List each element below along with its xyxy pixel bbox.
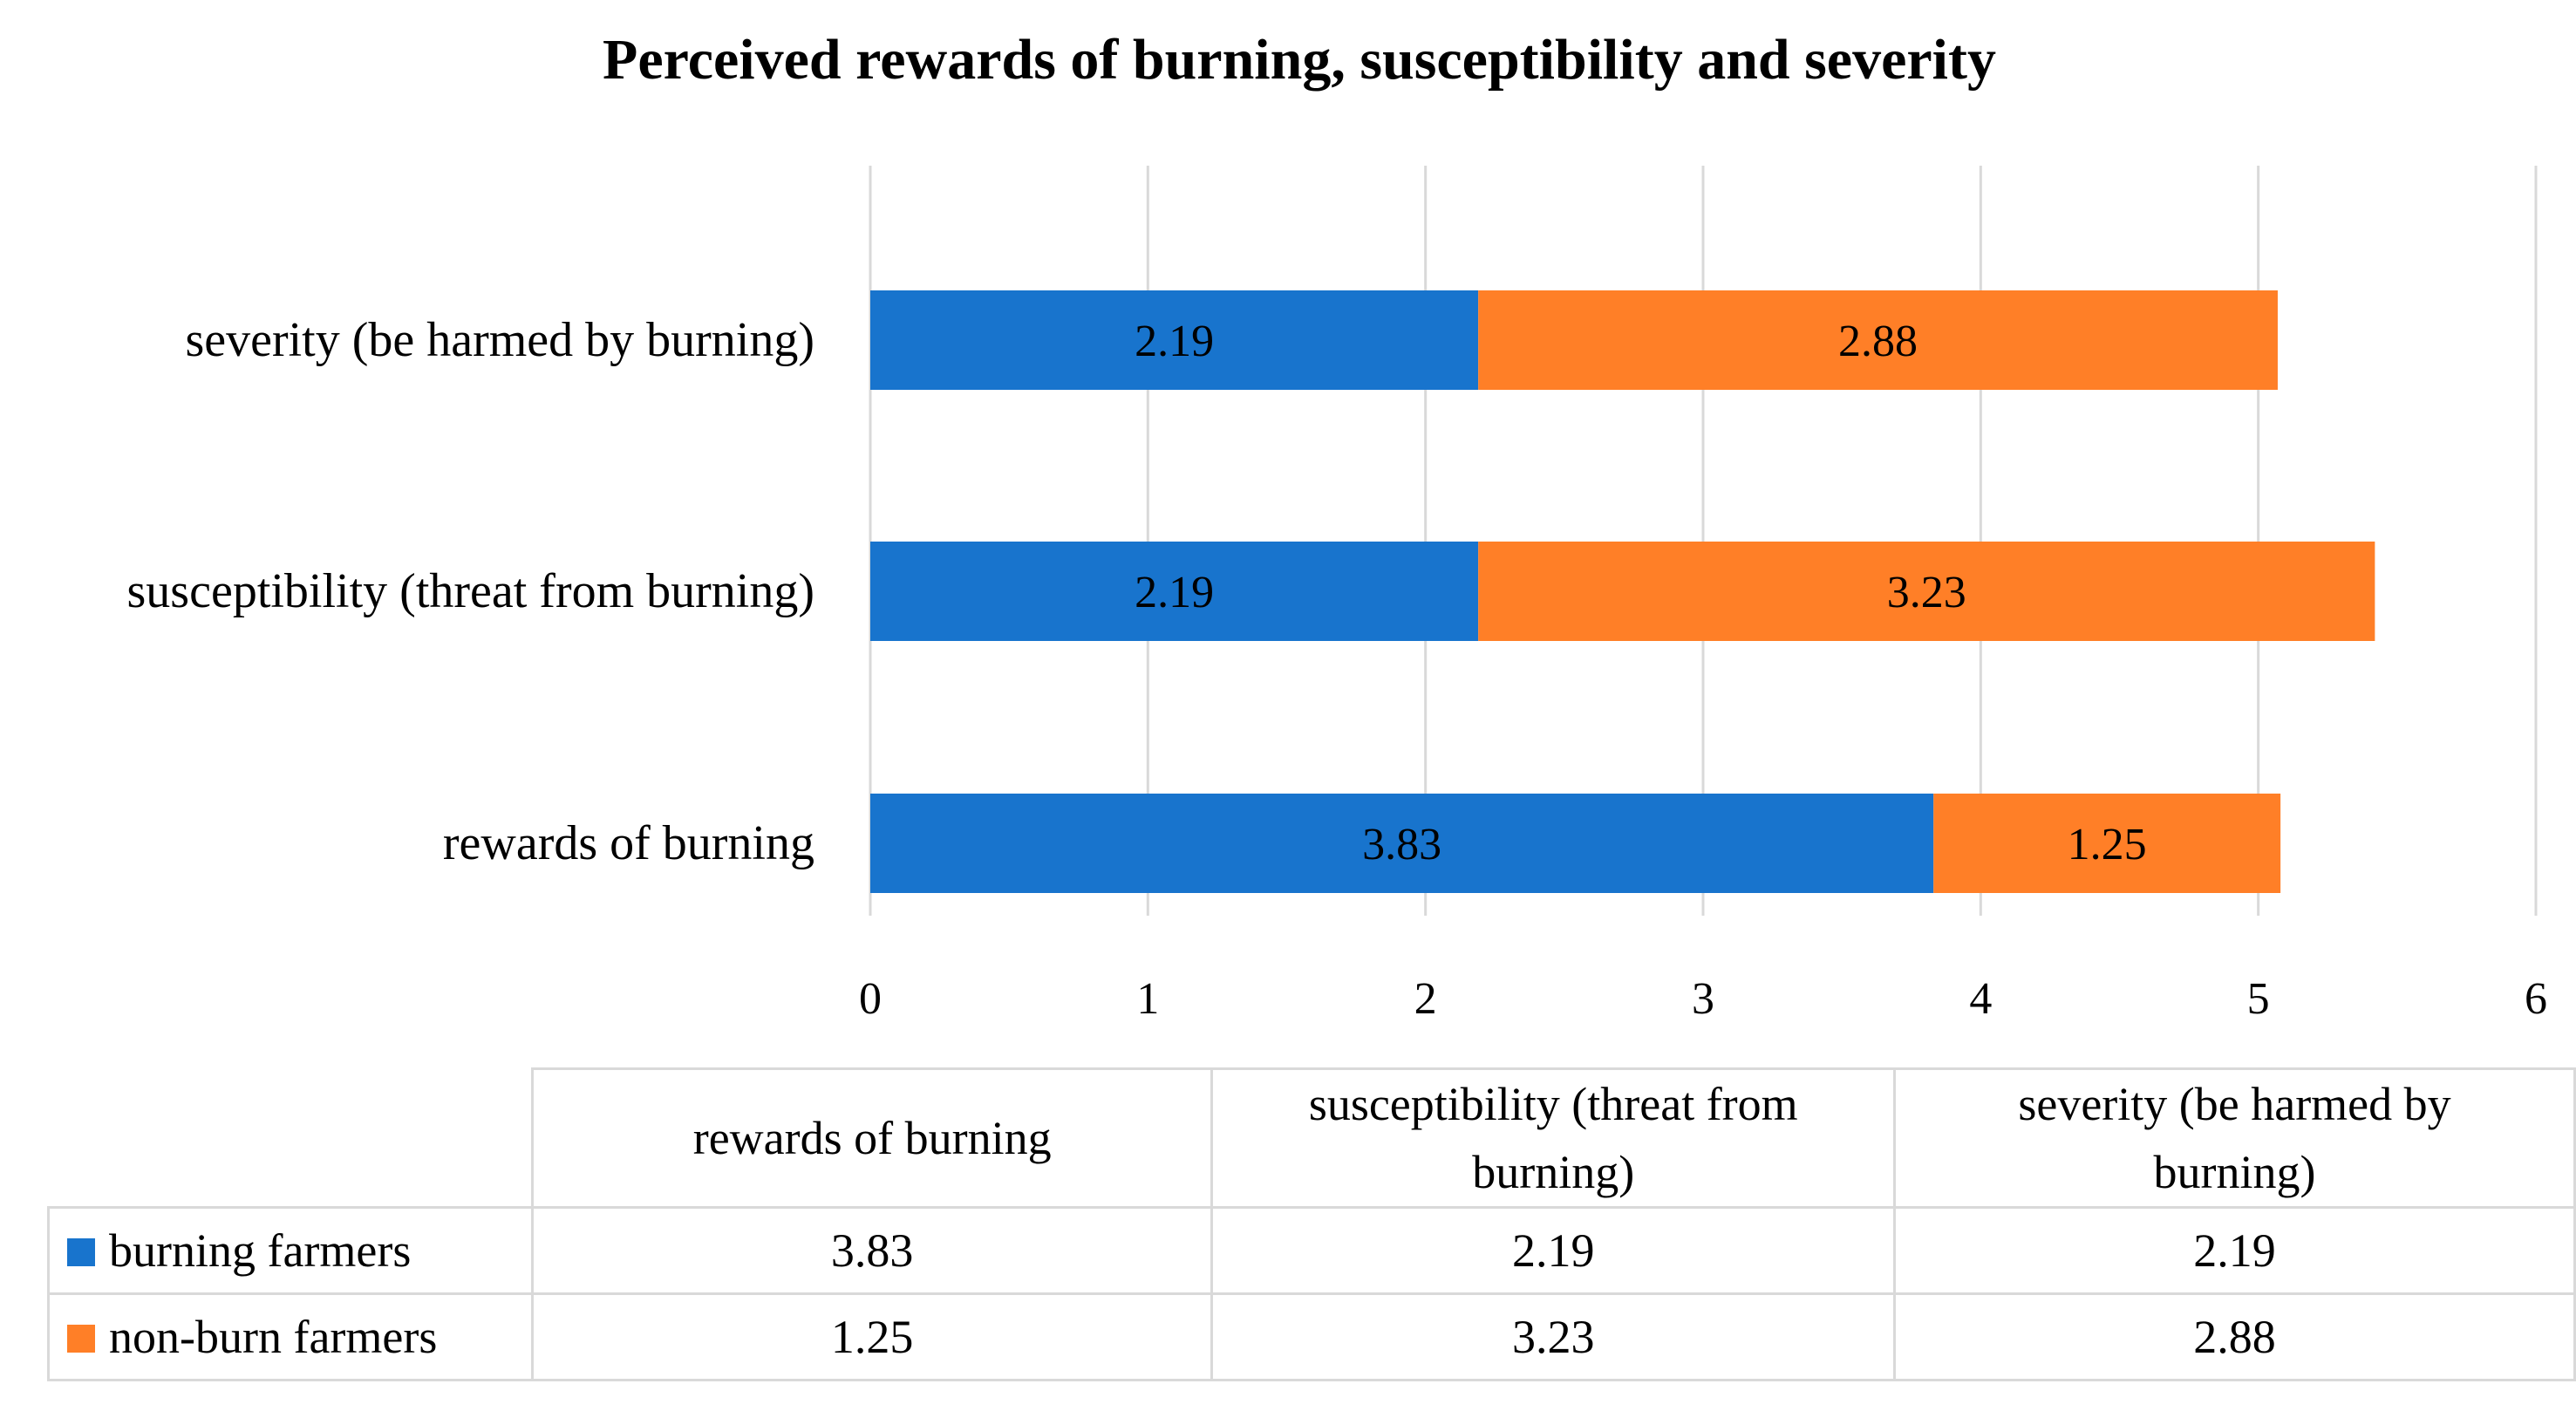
bar-data-label: 3.83 (1362, 820, 1441, 869)
x-tick-label: 2 (1414, 974, 1437, 1024)
table-column-header: susceptibility (threat from burning) (1210, 1067, 1897, 1209)
table-column-header-line: burning) (1472, 1146, 1635, 1198)
x-tick-label: 3 (1692, 974, 1714, 1024)
bar-non-burn-2 (1478, 290, 2278, 390)
bar-data-label: 2.19 (1135, 568, 1214, 617)
bar-data-label: 2.19 (1135, 317, 1214, 366)
category-label: susceptibility (threat from burning) (127, 564, 814, 618)
bar-burning-2 (870, 290, 1479, 390)
table-cell: 2.88 (1893, 1292, 2576, 1381)
bars: 3.83 1.25 2.19 3.23 2.19 2.88 (870, 290, 2375, 893)
data-table: rewards of burning susceptibility (threat… (47, 1067, 2576, 1381)
bar-data-label: 1.25 (2068, 820, 2147, 869)
category-label: rewards of burning (443, 816, 814, 870)
table-column-header: rewards of burning (530, 1067, 1214, 1209)
legend-entry: non-burn farmers (47, 1292, 534, 1381)
bar-data-label: 2.88 (1838, 317, 1918, 366)
table-cell: 2.19 (1893, 1206, 2576, 1295)
bar-data-label: 3.23 (1887, 568, 1966, 617)
table-row: non-burn farmers 1.25 3.23 2.88 (47, 1292, 2576, 1381)
table-column-header-line: rewards of burning (692, 1112, 1052, 1164)
bar-burning-1 (870, 542, 1479, 641)
legend-swatch (67, 1237, 95, 1266)
category-label: severity (be harmed by burning) (185, 313, 814, 367)
legend-label: burning farmers (109, 1224, 412, 1277)
table-column-header-line: severity (be harmed by (2018, 1078, 2451, 1130)
legend-swatch (67, 1324, 95, 1353)
bar-non-burn-1 (1478, 542, 2375, 641)
table-column-header-line: burning) (2153, 1146, 2316, 1198)
x-tick-label: 6 (2525, 974, 2547, 1024)
table-column-header: severity (be harmed by burning) (1893, 1067, 2576, 1209)
bar-burning-0 (870, 794, 1934, 893)
table-corner (48, 1068, 534, 1209)
chart-title: Perceived rewards of burning, susceptibi… (603, 28, 1996, 92)
table-cell: 3.23 (1210, 1292, 1897, 1381)
legend-entry: burning farmers (47, 1206, 534, 1295)
x-axis-ticks: 0 1 2 3 4 5 6 (859, 974, 2547, 1024)
x-tick-label: 0 (859, 974, 882, 1024)
x-tick-label: 4 (1969, 974, 1992, 1024)
bar-non-burn-0 (1933, 794, 2281, 893)
x-tick-label: 1 (1136, 974, 1159, 1024)
table-header-row: rewards of burning susceptibility (threat… (48, 1067, 2576, 1209)
table-cell: 2.19 (1210, 1206, 1897, 1295)
x-tick-label: 5 (2247, 974, 2270, 1024)
category-labels: rewards of burning susceptibility (threat… (127, 313, 814, 870)
table-row: burning farmers 3.83 2.19 2.19 (47, 1206, 2576, 1295)
legend-label: non-burn farmers (109, 1311, 438, 1363)
table-column-header-line: susceptibility (threat from (1308, 1078, 1798, 1130)
table-cell: 3.83 (530, 1206, 1214, 1295)
table-cell: 1.25 (530, 1292, 1214, 1381)
